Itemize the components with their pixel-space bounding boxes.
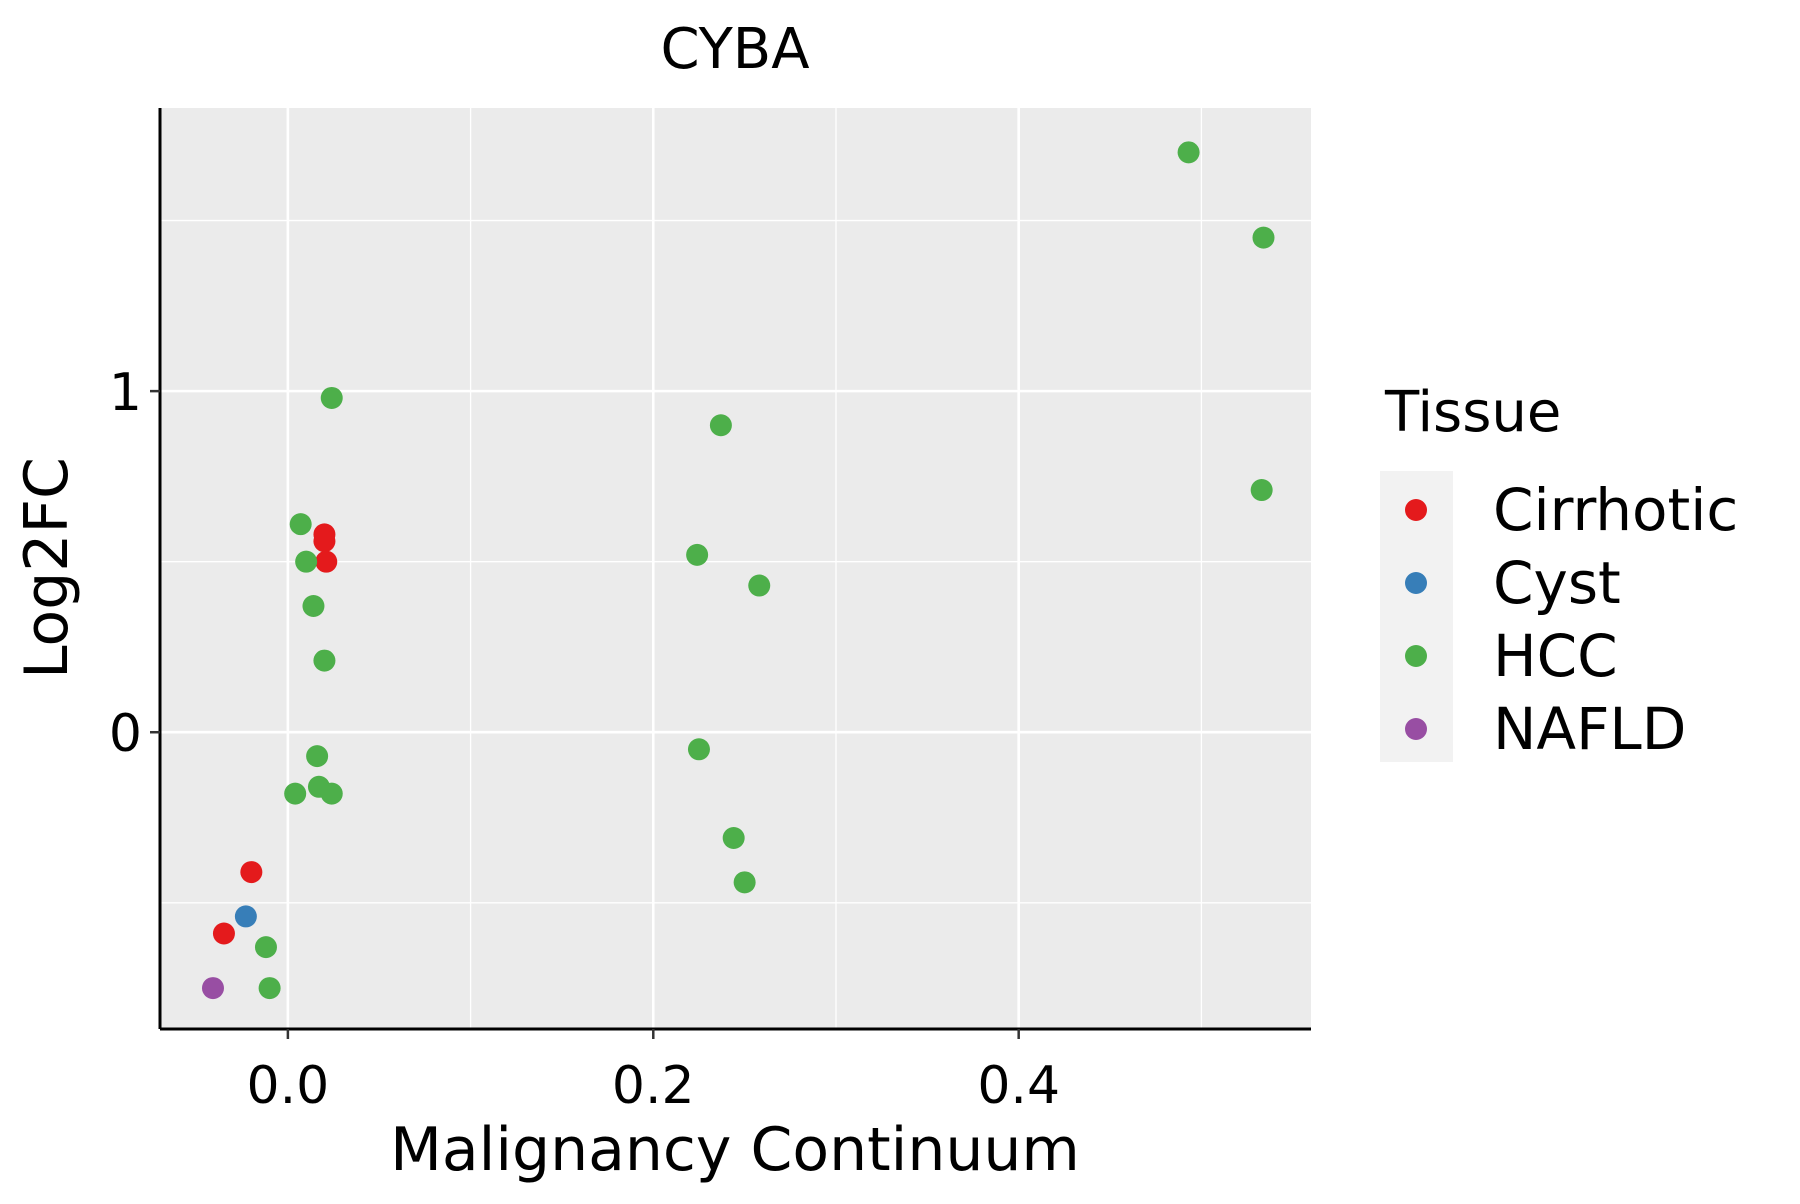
point-hcc	[1252, 226, 1275, 249]
point-cirrhotic	[315, 550, 338, 573]
point-hcc	[748, 574, 771, 597]
legend-key-nafld	[1405, 718, 1427, 740]
data-points	[201, 141, 1275, 1000]
point-hcc	[709, 414, 732, 437]
point-hcc	[313, 649, 336, 672]
point-hcc	[722, 826, 745, 849]
legend-label-nafld: NAFLD	[1493, 695, 1686, 763]
y-axis-ticks: 01	[109, 363, 160, 764]
point-cirrhotic	[212, 922, 235, 945]
point-hcc	[320, 386, 343, 409]
x-axis-label: Malignancy Continuum	[390, 1115, 1080, 1185]
point-nafld	[201, 977, 224, 1000]
x-axis-ticks: 0.0 0.2 0.4	[247, 1029, 1060, 1116]
point-hcc	[254, 936, 277, 959]
point-hcc	[306, 745, 329, 768]
legend-title: Tissue	[1384, 380, 1561, 445]
legend-label-cyst: Cyst	[1493, 549, 1621, 617]
point-hcc	[1177, 141, 1200, 164]
legend-key-cirrhotic	[1405, 499, 1427, 521]
point-hcc	[686, 543, 709, 566]
point-hcc	[295, 550, 318, 573]
point-hcc	[258, 977, 281, 1000]
x-tick-label: 0.0	[247, 1056, 330, 1116]
x-tick-label: 0.4	[977, 1056, 1060, 1116]
point-hcc	[302, 595, 325, 618]
point-cirrhotic	[240, 861, 263, 884]
point-hcc	[733, 871, 756, 894]
y-tick-label: 0	[109, 704, 142, 764]
legend-key-cyst	[1405, 572, 1427, 594]
point-hcc	[687, 738, 710, 761]
major-grid	[160, 108, 1311, 1029]
point-hcc	[1250, 479, 1273, 502]
legend-key-hcc	[1405, 645, 1427, 667]
point-hcc	[284, 782, 307, 805]
y-tick-label: 1	[109, 363, 142, 423]
point-hcc	[320, 782, 343, 805]
point-hcc	[289, 513, 312, 536]
legend-label-hcc: HCC	[1493, 622, 1618, 690]
point-cirrhotic	[313, 530, 336, 553]
legend-label-cirrhotic: Cirrhotic	[1493, 476, 1738, 544]
chart-title: CYBA	[660, 17, 809, 82]
plot-panel	[160, 108, 1311, 1029]
y-axis-label: Log2FC	[12, 457, 82, 679]
minor-grid	[160, 108, 1311, 1029]
x-tick-label: 0.2	[612, 1056, 695, 1116]
point-cyst	[234, 905, 257, 928]
